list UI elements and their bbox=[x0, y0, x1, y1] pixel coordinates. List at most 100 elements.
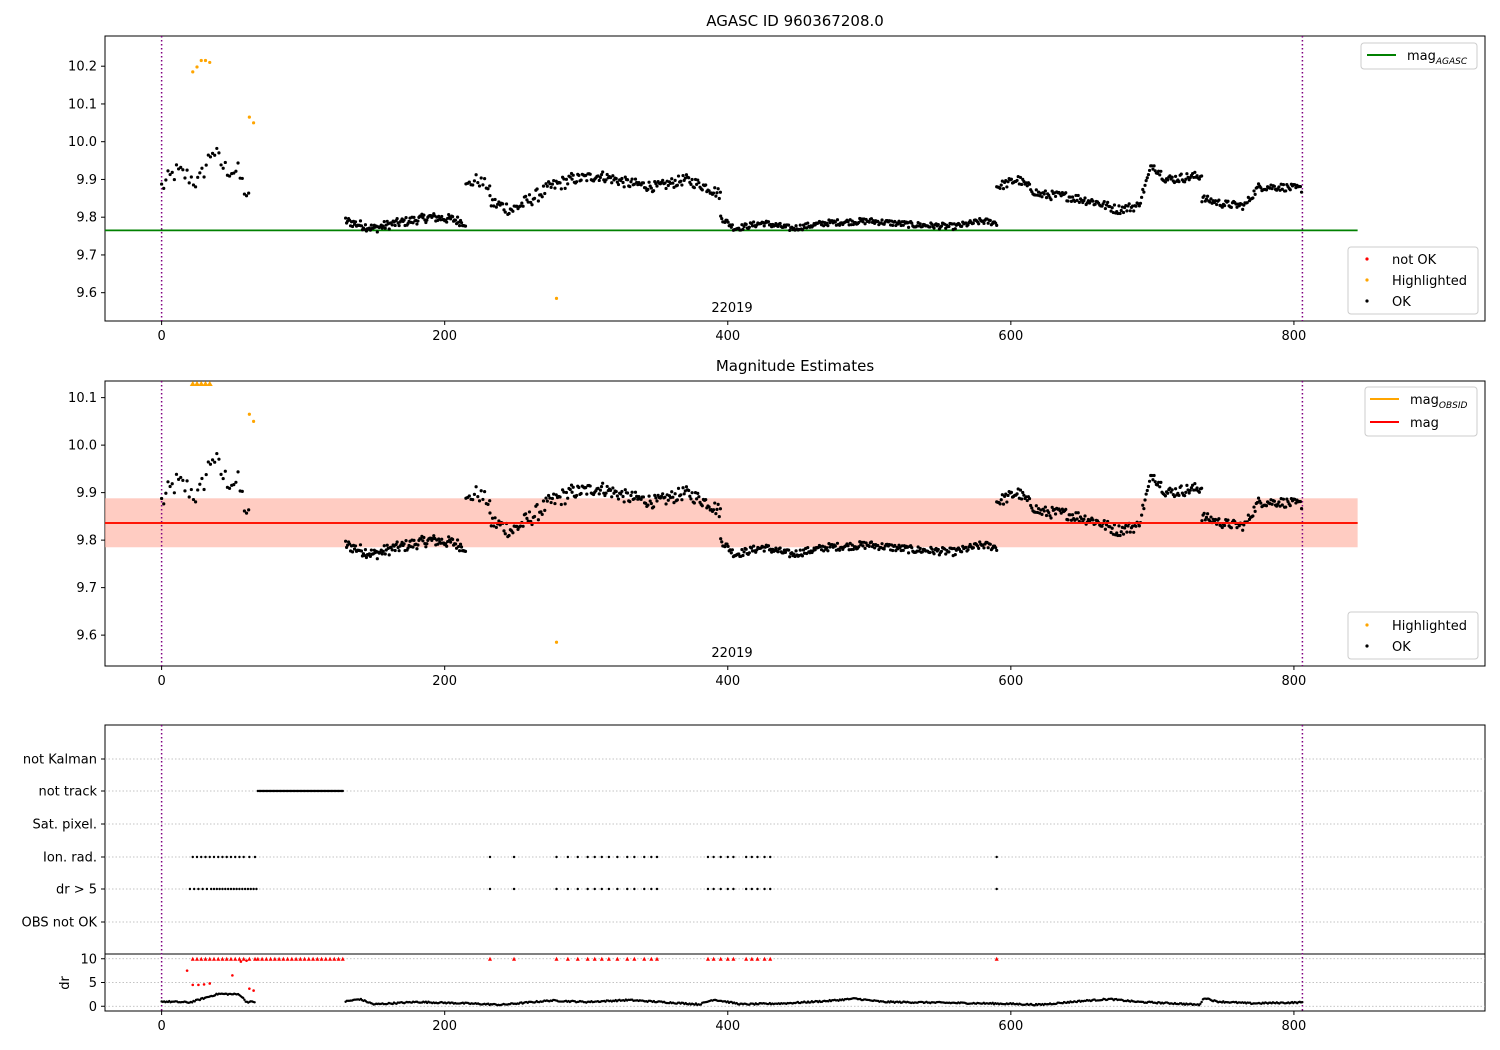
ok-point bbox=[206, 460, 210, 464]
ok-point bbox=[1134, 524, 1138, 528]
highlighted-point bbox=[191, 70, 195, 74]
ok-point bbox=[681, 486, 685, 490]
ok-point bbox=[358, 219, 363, 223]
ok-point bbox=[682, 492, 686, 496]
ok-point bbox=[546, 493, 551, 498]
ok-point bbox=[1030, 506, 1034, 510]
ok-point bbox=[215, 451, 219, 456]
ok-point bbox=[1132, 530, 1136, 534]
y-tick-label: 9.8 bbox=[76, 534, 97, 549]
ok-point bbox=[247, 191, 251, 195]
ion-rad-flag-point bbox=[593, 855, 596, 859]
ok-point bbox=[1141, 187, 1145, 192]
dr-clipped-marker bbox=[264, 956, 269, 961]
ok-point bbox=[447, 535, 451, 539]
ok-point bbox=[525, 516, 529, 520]
ok-point bbox=[615, 494, 619, 498]
dr-high-point bbox=[248, 987, 251, 990]
ok-point bbox=[1242, 523, 1246, 527]
ok-point bbox=[696, 178, 700, 182]
ok-point bbox=[1226, 518, 1230, 522]
ok-point bbox=[352, 547, 357, 551]
x-tick-label: 0 bbox=[157, 329, 165, 344]
ok-point bbox=[516, 527, 520, 531]
ok-point bbox=[172, 491, 176, 495]
highlighted-point bbox=[203, 58, 208, 63]
ok-point bbox=[1112, 523, 1117, 527]
ok-point bbox=[236, 161, 240, 165]
ok-point bbox=[1193, 482, 1197, 486]
ok-point bbox=[215, 146, 219, 151]
dr-clipped-marker bbox=[253, 956, 258, 961]
ok-point bbox=[676, 174, 681, 178]
ok-point bbox=[670, 490, 674, 494]
dr-clipped-marker bbox=[487, 956, 492, 961]
ok-point bbox=[730, 223, 734, 227]
ok-point bbox=[599, 484, 604, 489]
ok-point bbox=[1083, 196, 1087, 200]
dr-tick-label: 5 bbox=[89, 976, 97, 991]
ok-point bbox=[901, 548, 905, 552]
dr-high-point bbox=[252, 989, 255, 992]
legend-box bbox=[1347, 611, 1479, 660]
ok-point bbox=[1288, 188, 1292, 192]
ok-point bbox=[234, 480, 238, 484]
ok-point bbox=[359, 224, 364, 228]
ok-point bbox=[382, 220, 386, 224]
ok-point bbox=[1299, 507, 1304, 511]
legend-highlighted-label: Highlighted bbox=[1392, 274, 1467, 289]
dr-gt-5-flag-point bbox=[201, 887, 204, 891]
ok-point bbox=[598, 175, 602, 180]
ok-point bbox=[240, 489, 244, 493]
y-tick-label: 10.2 bbox=[68, 60, 97, 75]
ok-point bbox=[368, 554, 372, 559]
ok-point bbox=[629, 180, 633, 184]
dr-clipped-marker bbox=[272, 956, 277, 961]
panel-flags-category-labels: not Kalman not track Sat. pixel. Ion. rad. d… bbox=[22, 753, 105, 931]
ok-point bbox=[742, 224, 746, 229]
ok-point bbox=[1252, 189, 1256, 193]
dr-gt-5-flag-point bbox=[600, 887, 603, 891]
ok-point bbox=[244, 511, 249, 515]
ok-point bbox=[689, 497, 693, 501]
ok-point bbox=[715, 507, 719, 511]
ok-point bbox=[1241, 528, 1245, 532]
ok-point bbox=[1189, 486, 1194, 490]
ok-point bbox=[788, 228, 792, 233]
panel-agasc-y-axis: 9.6 9.7 9.8 9.9 10.0 10.1 10.2 bbox=[68, 60, 105, 301]
ion-rad-flag-point bbox=[195, 855, 199, 859]
dr-gt-5-flag-point bbox=[616, 887, 619, 891]
dr-gt-5-flag-point bbox=[241, 887, 244, 891]
panel-flags-x-axis: 0 200 400 600 800 bbox=[157, 1011, 1306, 1034]
ok-point bbox=[483, 490, 487, 494]
dr-clipped-marker bbox=[655, 956, 659, 961]
ok-point bbox=[620, 176, 624, 181]
ok-point bbox=[181, 168, 185, 172]
panel-estimates-marker-legend: Highlighted OK bbox=[1347, 611, 1479, 660]
ok-point bbox=[1264, 188, 1269, 192]
ok-point bbox=[982, 221, 986, 225]
ok-point bbox=[717, 515, 721, 519]
ok-point bbox=[568, 175, 572, 179]
ok-point bbox=[798, 223, 802, 227]
dr-clipped-marker bbox=[599, 956, 604, 961]
ok-point bbox=[1209, 515, 1213, 519]
ok-point bbox=[633, 490, 638, 494]
x-tick-label: 200 bbox=[432, 1019, 457, 1034]
dr-gt-5-flag-point bbox=[218, 887, 221, 891]
ok-point bbox=[1205, 194, 1210, 198]
ok-point bbox=[774, 546, 778, 550]
ok-point bbox=[221, 166, 225, 170]
ok-point bbox=[402, 218, 406, 222]
ok-point bbox=[1235, 205, 1239, 209]
ok-point bbox=[1204, 197, 1209, 201]
ok-point bbox=[1277, 185, 1281, 189]
ok-point bbox=[861, 220, 865, 224]
panel-estimates-marks bbox=[105, 381, 1358, 666]
ok-point bbox=[191, 183, 196, 187]
ion-rad-flag-point bbox=[191, 855, 194, 859]
dr-high-point bbox=[191, 983, 195, 987]
ok-point bbox=[227, 486, 232, 490]
ok-point bbox=[1091, 518, 1095, 522]
ok-point bbox=[960, 550, 964, 554]
